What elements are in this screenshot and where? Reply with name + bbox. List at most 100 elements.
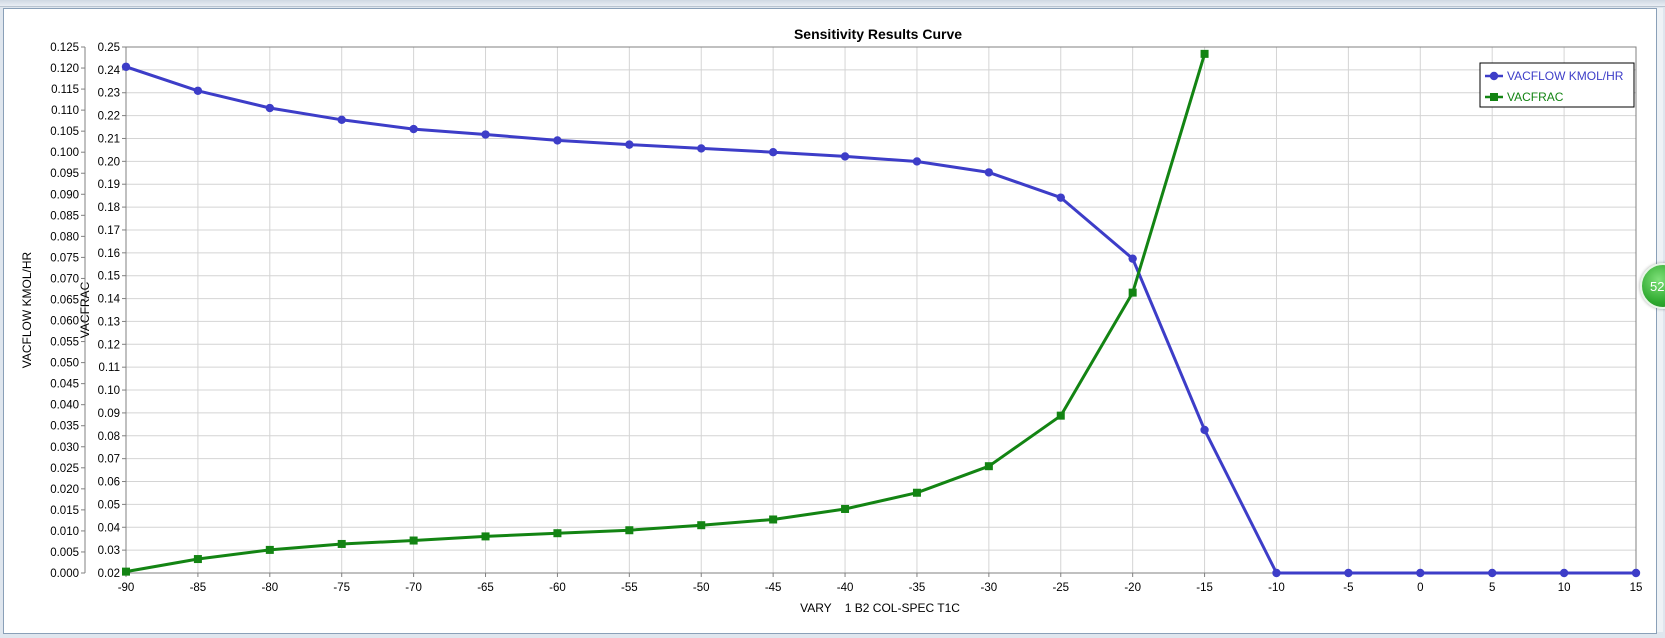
series-line-vacflow-kmol-hr [125,65,1636,575]
vacfrac-tick-label: 0.18 [98,202,120,214]
data-point-vacfrac [984,462,993,471]
data-point-vacfrac [841,504,850,513]
vacflow-tick-label: 0.010 [50,526,79,538]
vacfrac-tick-label: 0.08 [98,431,120,443]
vacflow-tick-label: 0.115 [51,84,79,96]
vacflow-tick-label: 0.000 [50,568,79,580]
vacfrac-tick-label: 0.25 [98,42,120,54]
x-tick-label: 10 [1558,582,1571,594]
grid-lines [125,46,1637,574]
data-point-vacflow-kmol-hr [193,86,203,95]
plot-area-frame [125,46,1637,574]
vacflow-tick-label: 0.080 [50,231,79,243]
legend-entry-vacfrac: VACFRAC [1485,90,1564,104]
vacflow-tick-label: 0.020 [50,484,79,496]
vacfrac-tick-label: 0.07 [98,454,120,466]
vacflow-tick-label: 0.095 [50,168,79,180]
x-tick-label: -85 [190,582,207,594]
vacflow-tick-label: 0.075 [50,252,79,264]
x-tick-label: -25 [1052,582,1069,594]
x-tick-label: -35 [909,582,926,594]
vacflow-tick-label: 0.005 [50,547,79,559]
x-tick-label: -90 [118,582,135,594]
data-point-vacflow-kmol-hr [912,157,922,166]
x-tick-label: -10 [1268,582,1285,594]
data-point-vacflow-kmol-hr [625,140,634,149]
data-point-vacflow-kmol-hr [1200,425,1209,435]
data-point-vacfrac [193,555,202,564]
vacfrac-tick-label: 0.14 [98,294,121,306]
vacflow-tick-label: 0.055 [50,337,79,349]
badge-text: 52 [1650,278,1665,294]
vacflow-tick-label: 0.120 [50,63,79,75]
data-point-vacflow-kmol-hr [1272,568,1281,578]
data-point-vacfrac [265,545,274,554]
data-point-vacflow-kmol-hr [1416,568,1425,578]
legend-marker-vacfrac [1490,93,1498,101]
vacflow-tick-label: 0.090 [50,189,79,201]
data-point-vacfrac [1128,288,1137,297]
data-point-vacfrac [337,539,346,548]
series-layer [121,49,1641,578]
vacflow-tick-label: 0.035 [50,421,79,433]
frame-right-edge [1657,8,1663,632]
vacfrac-tick-label: 0.20 [98,156,120,168]
vacfrac-tick-label: 0.24 [98,65,121,77]
data-point-vacfrac [409,536,418,545]
x-tick-label: -55 [621,582,638,594]
legend-marker-vacflow [1489,71,1499,81]
data-point-vacflow-kmol-hr [481,130,490,139]
vacflow-tick-label: 0.045 [50,379,79,391]
axis-ticks: -90 -85 -80 -75 -70 -65 -60 -55 -50 -45 -40 -35 -30-… [50,42,1642,594]
vacflow-tick-label: 0.100 [50,147,79,159]
vacfrac-tick-label: 0.15 [98,271,120,283]
x-tick-label: -45 [765,582,782,594]
y-axis-vacflow-title: VACFLOW KMOL/HR [20,251,34,368]
vacfrac-tick-label: 0.06 [98,477,120,489]
vacflow-tick-label: 0.025 [50,463,79,475]
vacfrac-tick-label: 0.10 [98,385,120,397]
data-point-vacflow-kmol-hr [1487,568,1497,578]
vacflow-tick-label: 0.065 [50,294,79,306]
x-tick-label: -65 [477,582,494,594]
vacflow-tick-label: 0.105 [50,126,79,138]
vacfrac-tick-label: 0.03 [98,545,120,557]
x-tick-label: 15 [1630,582,1643,594]
vacflow-tick-label: 0.030 [50,442,79,454]
vacfrac-tick-label: 0.16 [98,248,120,260]
vacfrac-tick-label: 0.04 [98,522,121,534]
x-tick-label: 0 [1417,582,1423,594]
x-tick-label: -20 [1124,582,1141,594]
vacfrac-tick-label: 0.13 [98,316,120,328]
data-point-vacflow-kmol-hr [121,62,131,71]
data-point-vacflow-kmol-hr [337,115,346,124]
data-point-vacfrac [912,488,921,497]
x-tick-label: -5 [1343,582,1353,594]
data-point-vacfrac [481,532,490,541]
x-tick-label: -15 [1196,582,1213,594]
data-point-vacfrac [697,521,706,530]
data-point-vacfrac [1056,411,1065,420]
x-tick-label: -40 [837,582,854,594]
data-point-vacflow-kmol-hr [1631,568,1641,578]
vacfrac-tick-label: 0.21 [98,133,120,145]
data-point-vacflow-kmol-hr [1056,193,1065,202]
vacfrac-tick-label: 0.19 [98,179,120,191]
x-tick-label: 5 [1489,582,1495,594]
data-point-vacflow-kmol-hr [265,103,275,113]
vacfrac-tick-label: 0.23 [98,88,120,100]
legend: VACFLOW KMOL/HR VACFRAC [1479,62,1635,108]
vacfrac-tick-label: 0.11 [98,362,120,374]
vacfrac-tick-label: 0.05 [98,499,120,511]
data-point-vacflow-kmol-hr [1128,254,1137,263]
x-tick-label: -30 [981,582,998,594]
chart-title: Sensitivity Results Curve [794,26,962,42]
data-point-vacfrac [553,529,562,538]
vacflow-tick-label: 0.050 [50,358,79,370]
data-point-vacflow-kmol-hr [409,124,418,134]
vacflow-tick-label: 0.070 [50,273,79,285]
series-line-vacfrac [125,53,1207,574]
data-point-vacflow-kmol-hr [984,168,994,177]
vacflow-tick-label: 0.125 [50,42,79,54]
